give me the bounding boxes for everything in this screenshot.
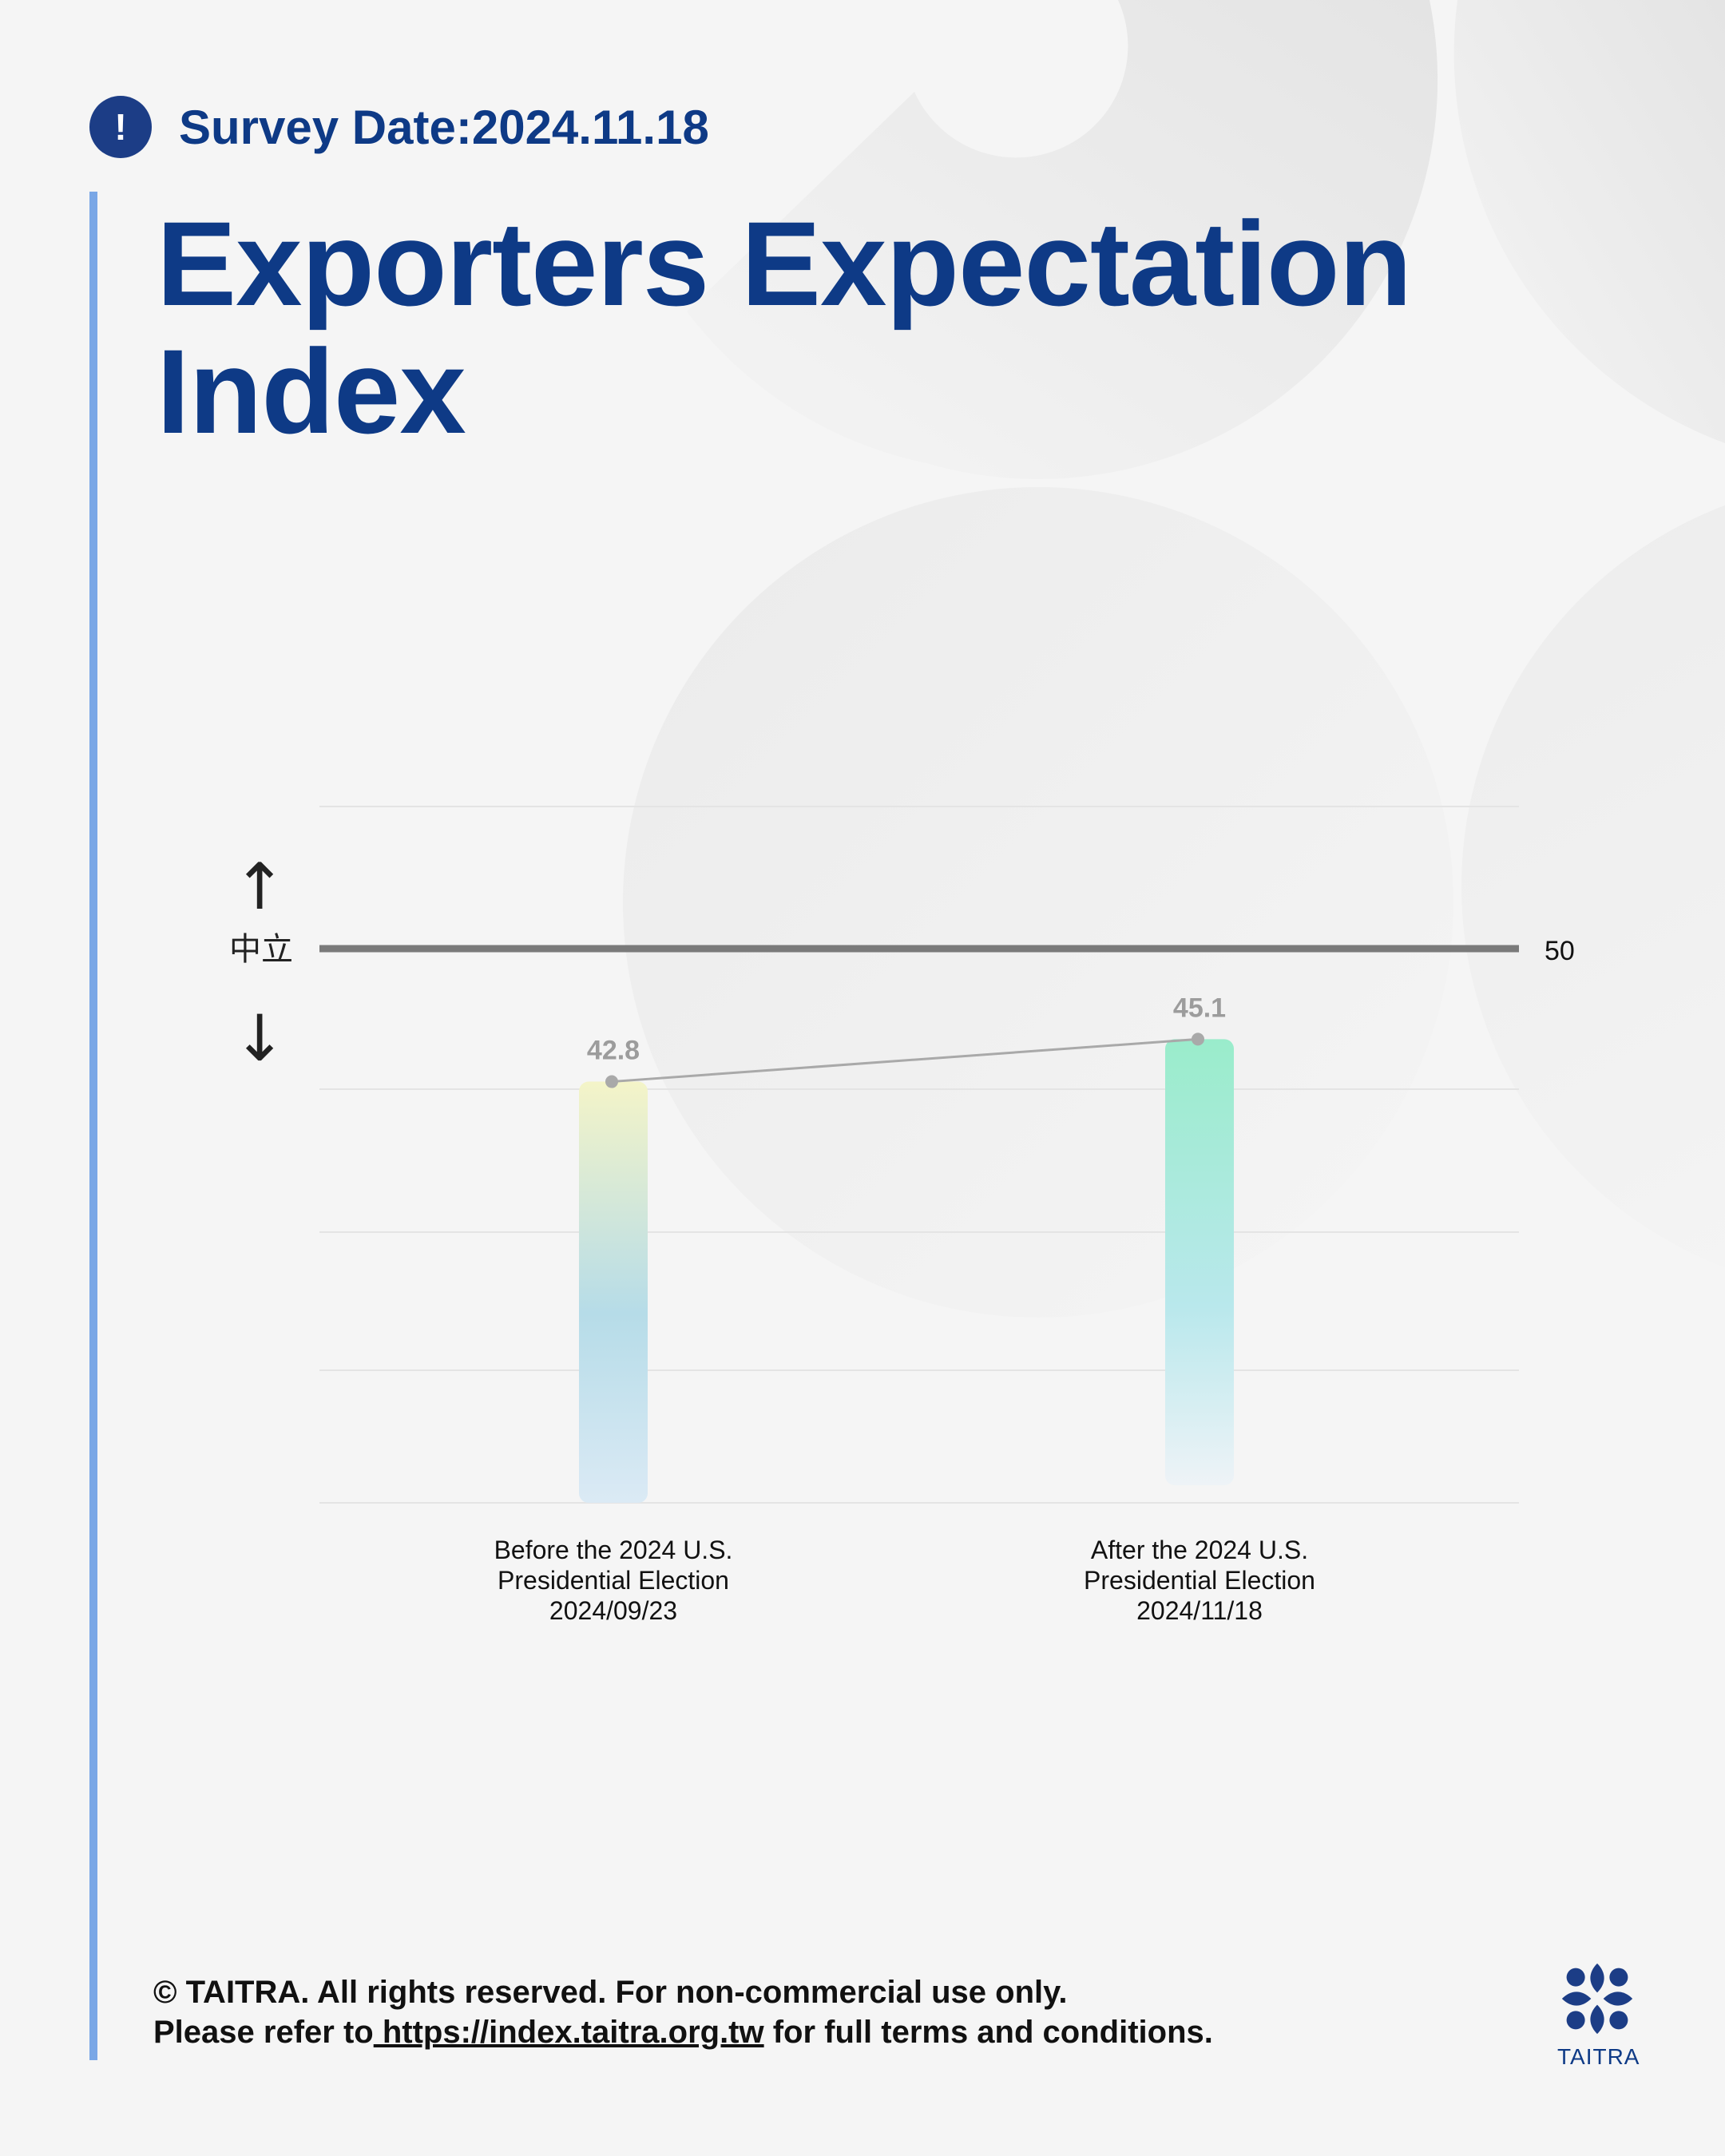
exclamation-icon: ! [89, 96, 152, 158]
footer-link[interactable]: https://index.taitra.org.tw [373, 2015, 764, 2050]
logo-text: TAITRA [1557, 2044, 1640, 2069]
survey-date: ! Survey Date:2024.11.18 [89, 94, 709, 160]
taitra-logo-icon [1561, 1963, 1633, 2035]
category-label-0-line-1: Presidential Election [498, 1566, 729, 1595]
reference-line-label: 50 [1545, 936, 1575, 966]
value-label-1: 45.1 [1173, 993, 1226, 1023]
footer: © TAITRA. All rights reserved. For non-c… [153, 1972, 1511, 2052]
bar-0 [579, 1081, 648, 1503]
footer-copyright: © TAITRA. All rights reserved. For non-c… [153, 1975, 1068, 2010]
category-label-1-line-0: After the 2024 U.S. [1091, 1536, 1308, 1564]
taitra-logo: TAITRA [1557, 1960, 1640, 2070]
footer-terms-suffix: for full terms and conditions. [763, 2015, 1213, 2050]
footer-terms: Please refer to https://index.taitra.org… [153, 2012, 1511, 2052]
data-point-1 [1192, 1032, 1204, 1046]
neutral-label: 中立 [229, 931, 293, 968]
category-label-1-line-2: 2024/11/18 [1136, 1596, 1263, 1625]
up-arrow-icon: ↑ [232, 850, 286, 924]
bar-1 [1165, 1039, 1234, 1485]
footer-terms-prefix: Please refer to [153, 2015, 374, 2050]
value-label-0: 42.8 [587, 1036, 640, 1066]
survey-date-text: Survey Date:2024.11.18 [179, 100, 709, 154]
category-label-0-line-2: 2024/09/23 [549, 1596, 677, 1625]
page-title: Exporters Expectation Index [157, 196, 1412, 458]
data-point-0 [605, 1075, 618, 1088]
down-arrow-icon: ↓ [232, 1001, 286, 1076]
category-label-0-line-0: Before the 2024 U.S. [494, 1536, 733, 1564]
accent-bar [89, 192, 97, 2060]
category-label-1-line-1: Presidential Election [1084, 1566, 1315, 1595]
connector-line [611, 1037, 1199, 1084]
